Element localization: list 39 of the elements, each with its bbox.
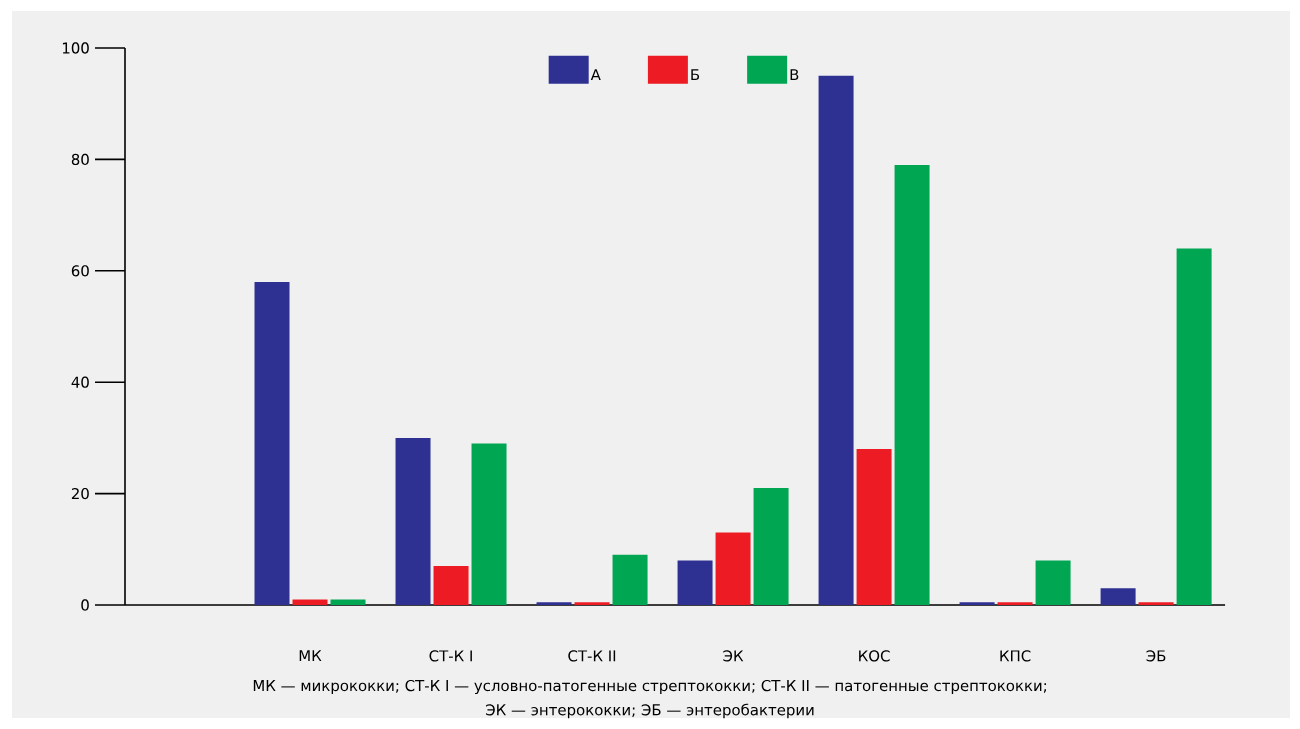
bar xyxy=(894,164,930,605)
bar xyxy=(1176,248,1212,605)
x-tick-label: МК xyxy=(299,650,322,662)
text: МК — микрококки; СТ-К I — условно-патогенные стрептококки; СТ-К II — патогенные стрептококки; xyxy=(253,679,1046,695)
bar xyxy=(959,602,995,605)
y-tick-label: 60 xyxy=(71,265,89,277)
bar xyxy=(818,75,854,605)
bar xyxy=(330,599,366,605)
bar xyxy=(715,532,751,605)
x-tick-label: ЭБ xyxy=(1146,650,1166,662)
y-tick-label: 40 xyxy=(71,376,89,388)
text: ЭК — энтерококки; ЭБ — энтеробактерии xyxy=(486,703,814,719)
legend-label: В xyxy=(790,69,799,81)
x-tick-label: ЭК xyxy=(723,650,744,662)
bar xyxy=(292,599,328,605)
y-tick-label: 80 xyxy=(71,153,89,166)
bar xyxy=(471,443,507,605)
y-tick-label: 0 xyxy=(81,599,89,611)
bar xyxy=(574,602,610,605)
bar xyxy=(1138,602,1174,605)
bar xyxy=(677,560,713,605)
bar xyxy=(1100,588,1136,605)
y-tick-label: 100 xyxy=(62,42,89,54)
bar xyxy=(433,566,469,605)
y-tick-label: 20 xyxy=(71,487,89,500)
bar xyxy=(856,449,892,605)
legend-label: А xyxy=(590,69,601,81)
bar xyxy=(753,488,789,605)
legend-label: Б xyxy=(691,69,700,81)
bar xyxy=(997,602,1033,605)
bar xyxy=(395,437,431,605)
bar xyxy=(1035,560,1071,605)
x-tick-label: КОС xyxy=(859,650,890,662)
bar xyxy=(536,602,572,605)
x-tick-label: СТ-К I xyxy=(429,650,472,662)
x-tick-label: СТ-К II xyxy=(568,650,616,662)
x-tick-label: КПС xyxy=(1000,650,1031,662)
bar xyxy=(254,281,290,605)
bar xyxy=(612,554,648,605)
